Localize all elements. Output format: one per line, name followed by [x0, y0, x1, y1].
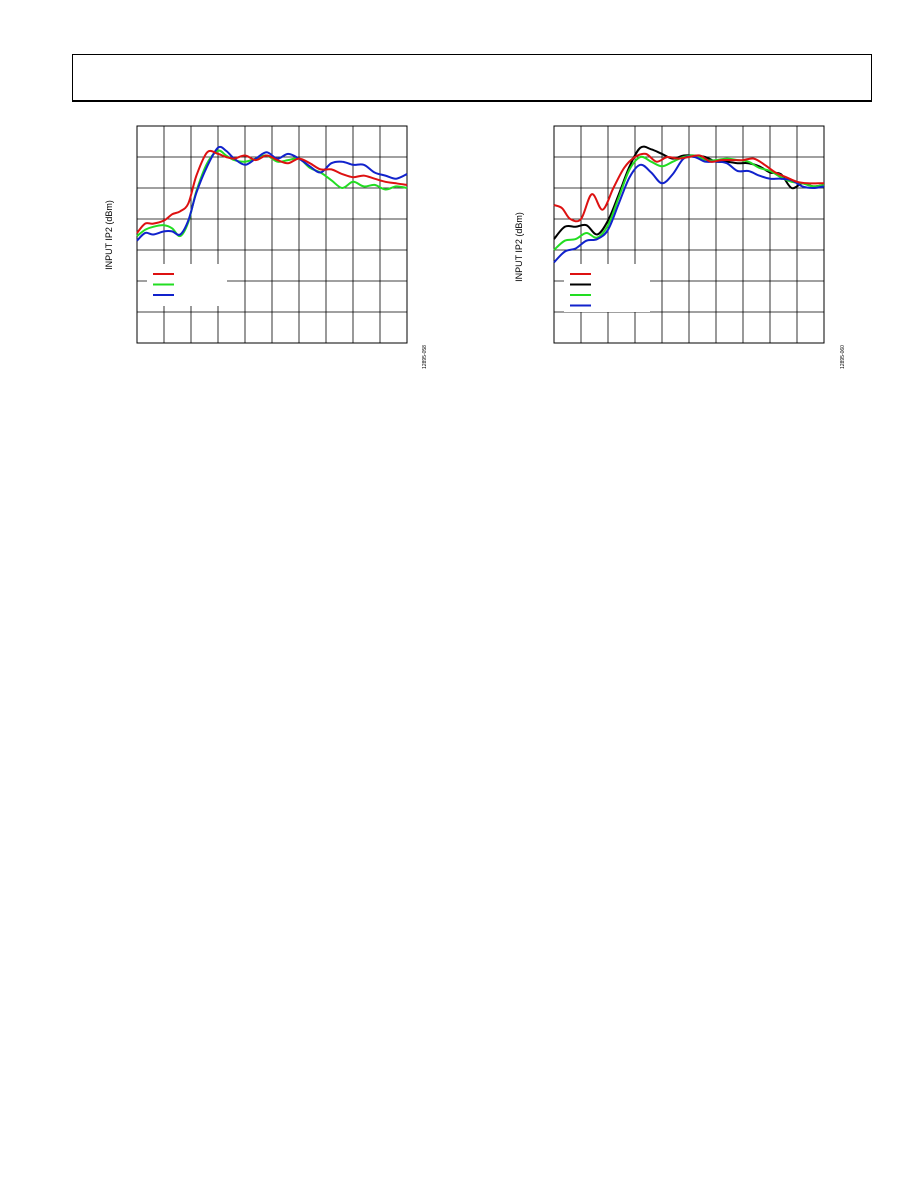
series-line-1 [553, 154, 825, 251]
chart-left-figure-id: 12895-058 [422, 345, 428, 369]
series-line-1 [136, 145, 408, 242]
chart-left-ylabel: INPUT IP2 (dBm) [104, 200, 114, 270]
chart-left-svg: INPUT IP2 (dBm) 12895-058 [104, 125, 428, 369]
series-line-2 [136, 149, 408, 234]
series-line-3 [553, 152, 824, 223]
page-header-box [72, 54, 872, 102]
legend-box [564, 264, 650, 312]
chart-right: INPUT IP2 (dBm) 12895-060 [498, 115, 858, 380]
chart-left: INPUT IP2 (dBm) 12895-058 [80, 115, 440, 380]
chart-right-ylabel: INPUT IP2 (dBm) [514, 212, 524, 282]
chart-right-svg: INPUT IP2 (dBm) 12895-060 [514, 125, 846, 369]
chart-right-figure-id: 12895-060 [840, 345, 846, 369]
